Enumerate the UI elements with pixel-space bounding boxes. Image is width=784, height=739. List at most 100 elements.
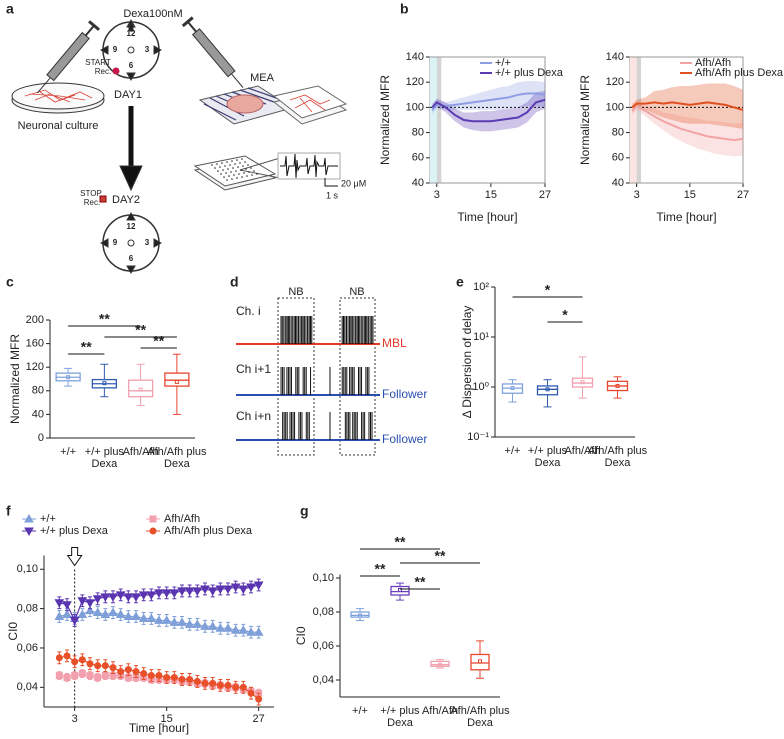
electrode (219, 166, 221, 168)
y-tick-label: 40 (32, 408, 44, 420)
point (255, 695, 263, 703)
electrode (243, 172, 245, 174)
error-band (632, 102, 743, 157)
electrode (241, 158, 243, 160)
point (169, 617, 180, 626)
y-tick-label: 0,06 (313, 640, 334, 652)
point (209, 679, 217, 687)
point (177, 617, 187, 626)
line (431, 98, 546, 123)
point (161, 615, 172, 624)
x-tick-label: +/+ plus Dexa (84, 446, 124, 470)
electrode (253, 170, 255, 172)
y-axis-label: CI0 (294, 626, 308, 645)
x-axis-label: Time [hour] (656, 210, 716, 224)
point (246, 627, 256, 636)
mean (438, 662, 442, 667)
clock-number: 12 (127, 222, 136, 231)
point (63, 673, 71, 681)
legend-label: Afh/Afh plus Dexa (695, 67, 784, 79)
box (430, 660, 450, 668)
significance-label: ** (395, 534, 406, 550)
box (390, 585, 410, 596)
significance-label: ** (375, 561, 386, 577)
electrode (224, 165, 226, 167)
electrode (233, 174, 235, 176)
x-tick-label: Afh/Afh (564, 445, 601, 457)
point (146, 591, 157, 600)
scale-label: 20 μM (341, 178, 366, 188)
electrode (216, 163, 218, 165)
y-tick-label: 0,10 (313, 572, 334, 584)
y-axis-label: Normalized MFR (8, 334, 22, 424)
mean (138, 387, 143, 392)
clock-number: 12 (127, 29, 136, 38)
panel-label: g (300, 503, 309, 519)
x-tick-label: +/+ (60, 446, 77, 458)
electrode (238, 173, 240, 175)
point (77, 597, 88, 606)
significance-label: ** (135, 322, 146, 338)
line (631, 101, 744, 111)
point (192, 587, 203, 596)
point (238, 585, 249, 594)
clock-number: 9 (113, 45, 118, 54)
y-tick-label: 60 (412, 152, 424, 164)
rec-label: Rec. (84, 198, 100, 207)
point (86, 672, 94, 680)
point (86, 660, 94, 668)
legend-label: Afh/Afh (695, 57, 731, 69)
point (109, 664, 117, 672)
clock-number: 6 (129, 254, 134, 263)
x-tick-label: +/+ (504, 445, 521, 457)
electrode (229, 164, 231, 166)
y-tick-label: 200 (26, 314, 44, 326)
role-label: Follower (382, 432, 427, 446)
y-tick-label: 80 (32, 385, 44, 397)
point (230, 625, 241, 634)
electrode (241, 176, 243, 178)
x-tick-label: 3 (72, 713, 78, 725)
electrode (235, 170, 237, 172)
significance-label: ** (415, 574, 426, 590)
y-tick-label: 0,08 (17, 603, 38, 615)
point (169, 589, 180, 598)
electrode (240, 169, 242, 171)
point (238, 625, 249, 634)
burst-label: NB (288, 286, 303, 298)
y-axis-label: Normalized MFR (578, 75, 592, 165)
point (200, 585, 210, 594)
point (239, 683, 247, 691)
role-label: MBL (382, 336, 407, 350)
point (147, 672, 155, 680)
line (431, 92, 546, 111)
electrode (226, 179, 228, 181)
x-tick-label: +/+ (352, 705, 368, 717)
mean (66, 375, 71, 380)
channel-label: Ch. i (236, 304, 261, 318)
significance-label: ** (99, 311, 110, 327)
clock-number: 9 (113, 238, 118, 247)
point (54, 611, 65, 620)
legend-marker (149, 515, 157, 523)
electrode (239, 162, 241, 164)
point (94, 662, 102, 670)
point (163, 673, 171, 681)
electrode (220, 173, 222, 175)
panel-label: b (400, 1, 409, 17)
x-tick-label: 15 (684, 189, 696, 201)
point (138, 591, 149, 600)
electrode (234, 163, 236, 165)
electrode (214, 167, 216, 169)
point (155, 672, 163, 680)
electrode (225, 172, 227, 174)
y-tick-label: 0,08 (313, 606, 334, 618)
y-tick-label: 80 (612, 127, 624, 139)
x-tick-label: 3 (634, 189, 640, 201)
point (85, 605, 95, 615)
point (193, 677, 201, 685)
mean (358, 613, 362, 618)
electrode (217, 170, 219, 172)
shaded-span (636, 57, 642, 183)
rec-label: Rec. (95, 67, 111, 76)
